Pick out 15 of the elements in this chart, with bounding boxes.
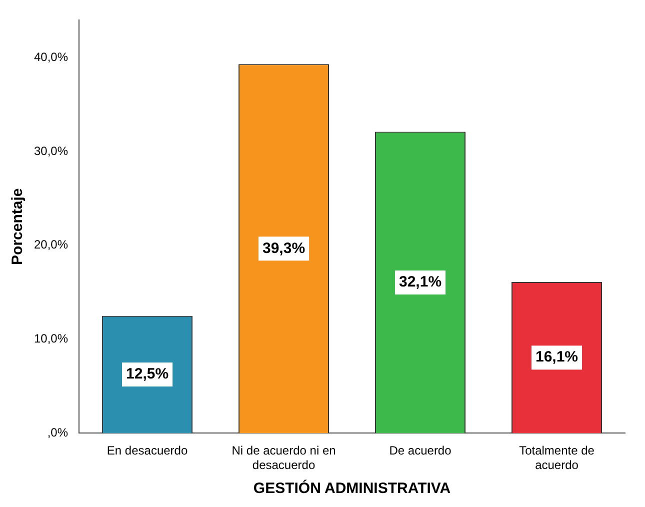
x-tick-label: De acuerdo (389, 444, 452, 458)
x-tick-label: Ni de acuerdo ni en desacuerdo (232, 444, 336, 472)
data-label: 39,3% (262, 240, 306, 257)
data-label: 12,5% (126, 366, 169, 383)
data-label: 32,1% (398, 274, 442, 291)
y-tick-label: 40,0% (34, 50, 68, 64)
y-tick-label: 30,0% (34, 144, 68, 158)
x-tick-label: Totalmente de acuerdo (519, 444, 595, 472)
x-axis-title: GESTIÓN ADMINISTRATIVA (253, 479, 451, 498)
y-tick-label: 20,0% (34, 238, 68, 252)
data-label: 16,1% (535, 348, 578, 366)
y-axis-title: Porcentaje (9, 188, 26, 265)
x-tick-label: En desacuerdo (106, 444, 188, 458)
y-tick-label: 10,0% (34, 332, 68, 346)
y-tick-label: ,0% (47, 426, 68, 440)
